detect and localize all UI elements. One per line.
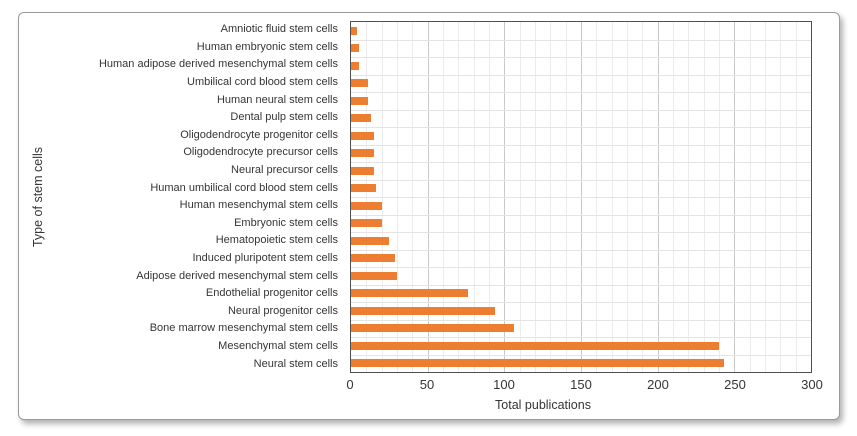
category-gridline <box>351 267 811 268</box>
category-gridline <box>351 179 811 181</box>
bar <box>351 149 374 158</box>
bar-row <box>351 92 811 110</box>
category-gridline <box>351 92 811 93</box>
bar-row <box>351 285 811 303</box>
bar <box>351 79 368 88</box>
bar <box>351 254 396 263</box>
category-label: Oligodendrocyte precursor cells <box>183 146 338 159</box>
plot-area <box>350 21 812 373</box>
category-gridline <box>351 39 811 41</box>
bar-row <box>351 162 811 180</box>
category-label: Endothelial progenitor cells <box>205 287 338 300</box>
category-label: Human embryonic stem cells <box>196 40 338 53</box>
category-label: Neural precursor cells <box>231 164 338 177</box>
bar-row <box>351 337 811 355</box>
x-tick-label: 200 <box>647 377 669 392</box>
bar-row <box>351 215 811 233</box>
category-label: Human adipose derived mesenchymal stem c… <box>98 58 338 71</box>
bar <box>351 96 368 105</box>
bar-row <box>351 145 811 163</box>
bar <box>351 44 359 53</box>
category-label: Human mesenchymal stem cells <box>179 199 338 212</box>
bar-row <box>351 127 811 145</box>
category-label: Umbilical cord blood stem cells <box>187 76 338 89</box>
category-label: Neural progenitor cells <box>227 304 338 317</box>
bar-row <box>351 320 811 338</box>
bar <box>351 201 382 210</box>
bar <box>351 271 397 280</box>
category-gridline <box>351 214 811 216</box>
x-tick-label: 250 <box>724 377 746 392</box>
bar-row <box>351 57 811 75</box>
bar-row <box>351 180 811 198</box>
bar <box>351 289 468 298</box>
category-gridline <box>351 337 811 338</box>
category-gridline <box>351 249 811 251</box>
category-label: Bone marrow mesenchymal stem cells <box>149 322 338 335</box>
bar-row <box>351 355 811 373</box>
chart-card: Type of stem cells Amniotic fluid stem c… <box>18 12 840 420</box>
category-label: Oligodendrocyte progenitor cells <box>180 128 338 141</box>
category-gridline <box>351 144 811 146</box>
category-label: Mesenchymal stem cells <box>218 339 338 352</box>
bar <box>351 359 724 368</box>
bar-row <box>351 22 811 40</box>
x-tick-label: 300 <box>801 377 823 392</box>
bar <box>351 236 390 245</box>
bar <box>351 184 376 193</box>
bar <box>351 306 496 315</box>
category-label: Dental pulp stem cells <box>230 111 338 124</box>
bar-row <box>351 267 811 285</box>
category-gridline <box>351 197 811 198</box>
value-axis: 0 50 100 150 200 250 300 <box>19 378 839 394</box>
bar-row <box>351 75 811 93</box>
category-gridline <box>351 354 811 356</box>
category-gridline <box>351 74 811 76</box>
category-gridline <box>351 319 811 321</box>
bar-row <box>351 110 811 128</box>
bar <box>351 324 514 333</box>
bar-row <box>351 250 811 268</box>
category-label: Adipose derived mesenchymal stem cells <box>136 269 338 282</box>
bar <box>351 219 382 228</box>
category-label: Human neural stem cells <box>216 93 338 106</box>
x-axis-title: Total publications <box>495 398 591 412</box>
bar-row <box>351 197 811 215</box>
x-tick-label: 0 <box>346 377 354 392</box>
category-gridline <box>351 302 811 303</box>
bar <box>351 166 374 175</box>
bar <box>351 26 358 35</box>
bar <box>351 61 359 70</box>
category-gridline <box>351 127 811 128</box>
category-gridline <box>351 109 811 111</box>
category-label: Neural stem cells <box>253 357 338 370</box>
x-tick-label: 150 <box>570 377 592 392</box>
bar-row <box>351 40 811 58</box>
bar-row <box>351 232 811 250</box>
bar-series <box>351 22 811 372</box>
bar <box>351 131 374 140</box>
x-tick-label: 50 <box>419 377 435 392</box>
bar-row <box>351 302 811 320</box>
category-gridline <box>351 284 811 286</box>
category-axis: Amniotic fluid stem cells Human embryonic… <box>19 21 344 373</box>
category-label: Hematopoietic stem cells <box>215 234 338 247</box>
x-tick-label: 100 <box>493 377 515 392</box>
category-gridline <box>351 57 811 58</box>
category-label: Human umbilical cord blood stem cells <box>150 181 338 194</box>
bar <box>351 114 371 123</box>
category-label: Induced pluripotent stem cells <box>192 252 338 265</box>
category-label: Amniotic fluid stem cells <box>220 23 338 36</box>
bar <box>351 341 719 350</box>
category-label: Embryonic stem cells <box>234 216 338 229</box>
category-gridline <box>351 232 811 233</box>
category-gridline <box>351 162 811 163</box>
